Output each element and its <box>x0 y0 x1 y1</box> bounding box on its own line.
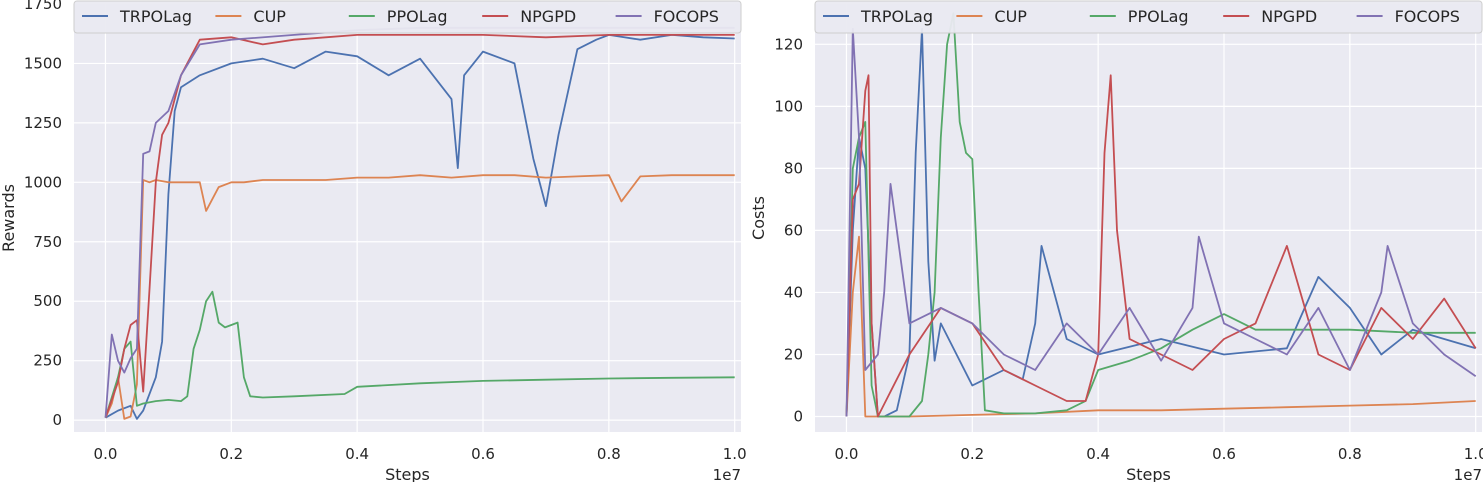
y-tick-label: 500 <box>33 292 62 310</box>
series-line-npgpd <box>845 74 1477 418</box>
legend-label: NPGPD <box>520 7 576 26</box>
legend-box <box>814 0 1483 34</box>
legend-box <box>73 0 742 34</box>
y-tick-label: 100 <box>774 97 803 115</box>
y-tick-label: 20 <box>784 345 803 363</box>
x-tick-label: 0.4 <box>1086 445 1110 463</box>
chart-panel-2: 0.0 0.2 0.4 0.6 0.8 1.0 0 20 40 60 80 100 120 Steps Co… <box>749 0 1483 482</box>
series-line-focops <box>845 27 1477 417</box>
x-axis-label: Steps <box>1126 465 1171 482</box>
y-tick-label: 60 <box>784 221 803 239</box>
y-tick-label: 1250 <box>24 114 62 132</box>
legend-label: TRPOLag <box>860 7 933 26</box>
legend: TRPOLag CUP PPOLag NPGPD FOCOPS <box>814 0 1483 34</box>
y-tick-label: 1500 <box>24 54 62 72</box>
plot-area <box>815 4 1482 432</box>
x-tick-label: 0.6 <box>471 445 495 463</box>
y-tick-label: 750 <box>33 233 62 251</box>
x-offset-label: 1e7 <box>1454 466 1482 482</box>
series-line-ppolag <box>104 290 735 418</box>
x-tick-label: 0.0 <box>94 445 118 463</box>
y-tick-label: 0 <box>793 407 803 425</box>
y-tick-label: 80 <box>784 159 803 177</box>
series-group <box>845 12 1477 418</box>
y-tick-label: 0 <box>52 411 62 429</box>
x-tick-label: 0.8 <box>1338 445 1362 463</box>
legend-label: TRPOLag <box>119 7 192 26</box>
y-axis-label: Rewards <box>0 184 18 252</box>
legend-label: NPGPD <box>1261 7 1317 26</box>
plot-area <box>74 4 741 432</box>
y-axis-label: Costs <box>749 196 768 240</box>
legend-label: FOCOPS <box>654 7 719 26</box>
x-tick-label: 0.2 <box>960 445 984 463</box>
x-tick-label: 0.8 <box>597 445 621 463</box>
legend-label: CUP <box>253 7 286 26</box>
x-tick-label: 1.0 <box>723 445 747 463</box>
series-line-cup <box>104 174 735 420</box>
legend-label: PPOLag <box>1128 7 1189 26</box>
y-tick-label: 250 <box>33 352 62 370</box>
y-tick-label: 1000 <box>24 173 62 191</box>
series-line-ppolag <box>845 12 1476 418</box>
y-tick-label: 120 <box>774 35 803 53</box>
legend: TRPOLag CUP PPOLag NPGPD FOCOPS <box>73 0 742 34</box>
chart-panel-1: 0.0 0.2 0.4 0.6 0.8 1.0 0 250 500 750 1000 1250 1500… <box>0 0 747 482</box>
legend-label: FOCOPS <box>1395 7 1460 26</box>
x-tick-label: 0.2 <box>219 445 243 463</box>
x-tick-label: 0.4 <box>345 445 369 463</box>
legend-label: CUP <box>994 7 1027 26</box>
y-tick-label: 1750 <box>24 0 62 13</box>
x-tick-label: 0.0 <box>835 445 859 463</box>
y-tick-label: 40 <box>784 283 803 301</box>
x-tick-label: 1.0 <box>1464 445 1483 463</box>
legend-label: PPOLag <box>387 7 448 26</box>
series-line-npgpd <box>104 34 735 418</box>
x-tick-label: 0.6 <box>1212 445 1236 463</box>
x-axis-label: Steps <box>385 465 430 482</box>
series-line-trpolag <box>105 34 735 420</box>
x-offset-label: 1e7 <box>713 466 741 482</box>
